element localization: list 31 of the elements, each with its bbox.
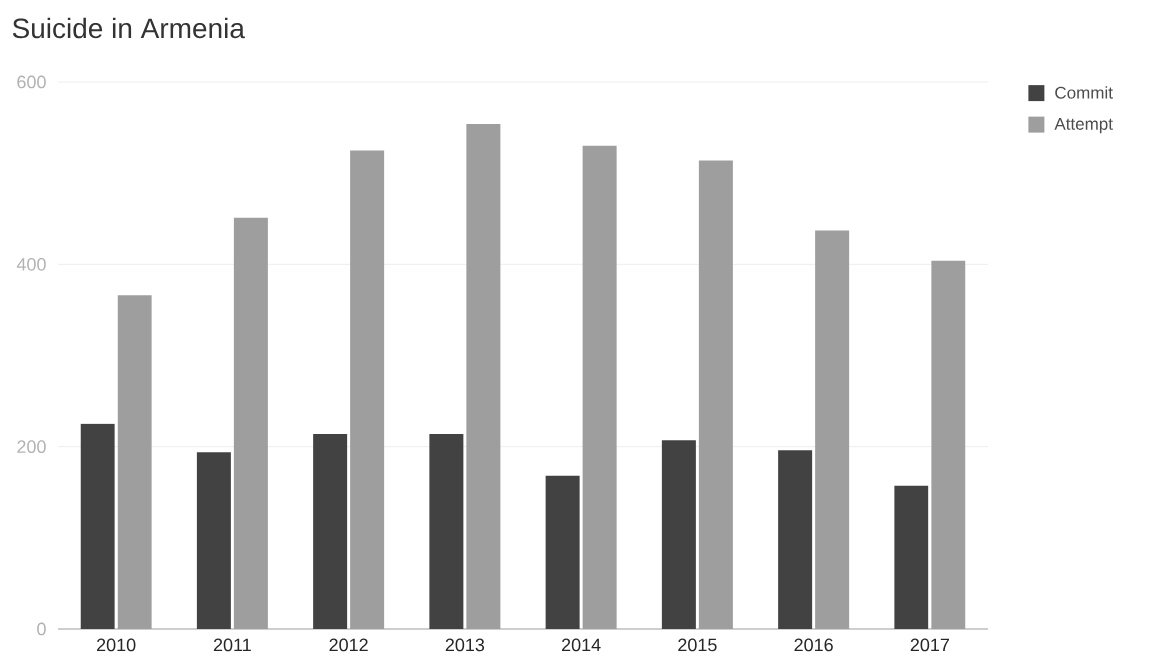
- y-tick-label: 400: [16, 257, 46, 271]
- bar: [233, 217, 268, 629]
- bar: [196, 452, 231, 629]
- legend-label: Commit: [1055, 86, 1113, 99]
- x-tick-label: 2013: [445, 638, 485, 652]
- bar: [313, 433, 348, 629]
- y-tick-label: 0: [37, 622, 46, 636]
- bar: [117, 295, 152, 629]
- legend-label: Attempt: [1054, 118, 1113, 134]
- x-tick-label: 2015: [678, 638, 717, 652]
- bar: [815, 230, 850, 629]
- bar: [429, 433, 464, 629]
- bar: [582, 145, 617, 629]
- x-tick-label: 2017: [910, 638, 949, 652]
- bar: [894, 485, 929, 629]
- bar: [931, 260, 966, 629]
- bar: [661, 440, 696, 629]
- y-tick-label: 200: [17, 440, 46, 454]
- x-tick-label: 2010: [97, 638, 136, 652]
- x-tick-label: 2011: [213, 638, 251, 652]
- bar: [466, 123, 501, 629]
- bar: [698, 160, 733, 629]
- bar: [545, 475, 580, 629]
- x-tick-label: 2012: [329, 638, 368, 652]
- bar: [350, 150, 385, 629]
- x-tick-label: 2016: [794, 638, 833, 652]
- x-tick-label: 2014: [562, 638, 601, 652]
- bar: [80, 423, 115, 629]
- y-tick-label: 600: [17, 75, 46, 89]
- bar: [778, 450, 813, 629]
- chart-title: Suicide in Armenia: [12, 17, 245, 39]
